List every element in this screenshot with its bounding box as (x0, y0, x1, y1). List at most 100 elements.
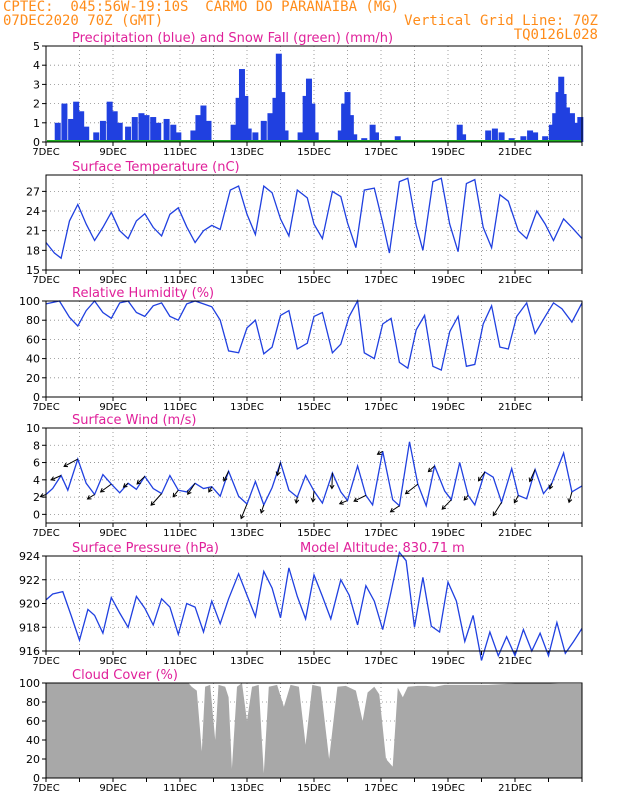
surface-pressure-xtick-label: 19DEC (431, 656, 465, 667)
surface-pressure-annotation: Model Altitude: 830.71 m (300, 541, 465, 556)
precipitation-bar (548, 124, 555, 142)
wind-vector-arrowhead (427, 467, 433, 473)
precipitation-xtick-label: 17DEC (364, 147, 398, 158)
precipitation-ytick-label: 2 (33, 98, 40, 111)
surface-pressure-xtick-label: 7DEC (32, 656, 59, 667)
wind-vector-arrow (260, 504, 265, 514)
relative-humidity-xtick-label: 21DEC (498, 402, 532, 413)
surface-temperature-xtick-label: 7DEC (32, 275, 59, 286)
cloud-cover-ytick-label: 0 (33, 772, 40, 785)
cloud-cover-ytick-label: 60 (26, 715, 40, 728)
precipitation-bar (190, 130, 197, 142)
wind-vector-arrow (312, 490, 315, 502)
wind-vector-arrowhead (477, 476, 483, 482)
wind-vector-arrow (478, 471, 486, 482)
wind-vector-arrowhead (492, 511, 498, 517)
header-model-id: TQ0126L028 (513, 27, 598, 43)
surface-temperature-xtick-label: 13DEC (230, 275, 264, 286)
surface-pressure-ytick-label: 924 (19, 550, 40, 563)
cloud-cover-xtick-label: 9DEC (99, 783, 126, 794)
cloud-cover-ytick-label: 40 (26, 734, 40, 747)
cloud-cover-ytick-label: 20 (26, 753, 40, 766)
wind-vector-arrow (463, 495, 469, 501)
surface-pressure-xtick-label: 17DEC (364, 656, 398, 667)
surface-pressure-ytick-label: 920 (19, 598, 40, 611)
cloud-cover-area (46, 683, 582, 778)
relative-humidity-xtick-label: 19DEC (431, 402, 465, 413)
precipitation-bar (238, 69, 245, 142)
wind-vector-arrow (276, 462, 281, 476)
precipitation-bar (155, 122, 162, 142)
precipitation-bar (520, 136, 527, 142)
precipitation-ytick-label: 3 (33, 78, 40, 91)
relative-humidity-ytick-label: 0 (33, 391, 40, 404)
relative-humidity-ytick-label: 40 (26, 353, 40, 366)
wind-vector-arrow (513, 495, 519, 504)
surface-pressure-frame (45, 555, 583, 652)
surface-wind-xtick-label: 11DEC (163, 528, 197, 539)
relative-humidity-line (45, 298, 583, 372)
cloud-cover-frame (45, 682, 583, 779)
precipitation-frame (45, 45, 583, 143)
surface-temperature-frame (45, 174, 583, 271)
wind-vector-arrowhead (223, 476, 228, 482)
precipitation-bar (111, 111, 118, 142)
surface-temperature-ytick-label: 18 (26, 244, 40, 257)
wind-vector-arrowhead (50, 476, 56, 481)
wind-vector-arrowhead (310, 497, 316, 503)
precipitation-bar (245, 128, 252, 142)
wind-vector-arrowhead (567, 498, 573, 504)
precipitation-bar (272, 97, 279, 142)
precipitation-bar (577, 117, 584, 142)
surface-temperature-xtick-label: 9DEC (99, 275, 126, 286)
precipitation-bar (116, 122, 123, 142)
precipitation-bar (267, 113, 274, 142)
wind-vector-arrowhead (208, 487, 213, 493)
surface-pressure-xtick-label: 21DEC (498, 656, 532, 667)
relative-humidity-ytick-label: 60 (26, 333, 40, 346)
relative-humidity-xtick-label: 17DEC (364, 402, 398, 413)
surface-temperature-line (45, 177, 583, 260)
wind-vector-arrowhead (548, 484, 554, 490)
precipitation-title: Precipitation (blue) and Snow Fall (gree… (72, 31, 393, 46)
precipitation-bar (485, 130, 492, 142)
precipitation-bar (200, 105, 207, 142)
surface-wind-xtick-label: 19DEC (431, 528, 465, 539)
precipitation-bar (242, 95, 249, 142)
wind-vector-arrow (339, 500, 348, 505)
precipitation-bar (260, 120, 267, 142)
wind-vector-arrowhead (294, 499, 300, 504)
surface-pressure-xtick-label: 9DEC (99, 656, 126, 667)
precipitation-bar (54, 122, 61, 142)
precipitation-bar (175, 132, 182, 142)
precipitation-bar (78, 111, 85, 142)
precipitation-xtick-label: 7DEC (32, 147, 59, 158)
relative-humidity-xtick-label: 11DEC (163, 402, 197, 413)
wind-vector-arrow (353, 494, 367, 502)
cloud-cover-ytick-label: 80 (26, 696, 40, 709)
wind-vector-arrowhead (389, 507, 395, 513)
wind-vector-arrowhead (329, 484, 335, 490)
wind-vector-arrow (549, 483, 553, 490)
wind-vector-arrowhead (63, 462, 69, 468)
wind-vector-arrow (441, 499, 452, 510)
wind-vector-arrow (331, 472, 333, 489)
surface-temperature-ytick-label: 21 (26, 225, 40, 238)
wind-vector-arrowhead (353, 497, 359, 502)
precipitation-xtick-label: 11DEC (163, 147, 197, 158)
precipitation-bar (527, 130, 534, 142)
precipitation-bar (279, 92, 286, 142)
precipitation-bar (275, 53, 282, 142)
surface-pressure-xtick-label: 13DEC (230, 656, 264, 667)
surface-temperature-ytick-label: 27 (26, 185, 40, 198)
wind-vector-arrowhead (259, 508, 265, 514)
surface-wind-ytick-label: 6 (33, 457, 40, 470)
surface-wind-ytick-label: 8 (33, 439, 40, 452)
precipitation-bar (93, 132, 100, 142)
surface-wind-ytick-label: 0 (33, 508, 40, 521)
wind-vector-arrowhead (187, 490, 192, 496)
precipitation-bar (341, 103, 348, 142)
cloud-cover-xtick-label: 19DEC (431, 783, 465, 794)
wind-vector-arrowhead (513, 498, 519, 504)
